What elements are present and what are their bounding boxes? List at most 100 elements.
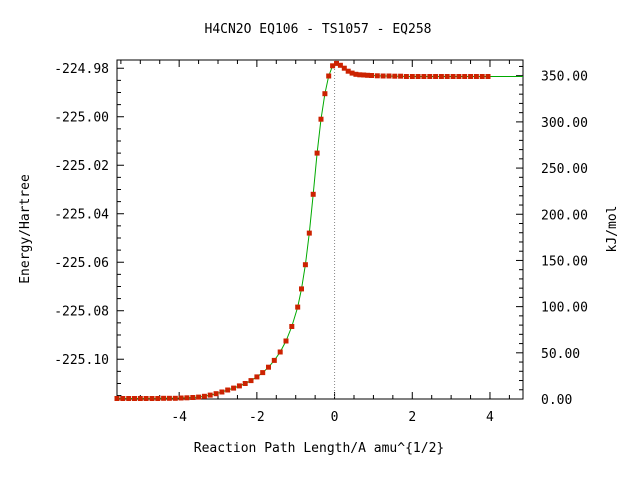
data-point [126, 396, 132, 401]
data-point [427, 74, 433, 79]
data-point [438, 74, 444, 79]
data-point [283, 338, 289, 344]
y-right-tick-label: 50.00 [541, 347, 580, 362]
data-point [345, 68, 351, 74]
data-point [353, 71, 359, 77]
data-point [386, 73, 392, 79]
data-point [132, 396, 137, 401]
data-point [361, 72, 367, 78]
data-point [334, 60, 339, 66]
y-right-tick-label: 200.00 [541, 208, 588, 223]
x-tick-label: 0 [331, 410, 339, 425]
data-point [161, 395, 167, 401]
data-point [398, 73, 404, 79]
data-point [310, 191, 316, 197]
data-point [380, 73, 386, 79]
plot-frame [116, 59, 524, 400]
data-points [114, 60, 491, 401]
data-point [433, 74, 439, 79]
y-left-tick-label: -225.06 [54, 256, 109, 271]
data-point [485, 74, 491, 79]
data-point [225, 387, 231, 393]
data-point [207, 392, 213, 398]
data-point [306, 230, 312, 236]
data-point [219, 389, 225, 395]
data-point [289, 324, 295, 329]
data-point [242, 381, 248, 386]
chart-title: H4CN2O EQ106 - TS1057 - EQ258 [205, 22, 432, 37]
data-point [322, 91, 328, 97]
data-point [295, 304, 301, 310]
data-point [326, 73, 332, 79]
y-right-tick-label: 150.00 [541, 254, 588, 269]
data-point [349, 70, 355, 76]
data-point [213, 391, 219, 397]
data-point [271, 357, 277, 363]
data-point [231, 385, 237, 391]
data-point [299, 286, 304, 292]
energy-curve [117, 62, 523, 399]
data-point [318, 116, 324, 122]
data-point [260, 370, 266, 376]
data-point [450, 74, 456, 79]
data-point [314, 150, 320, 156]
data-point [444, 74, 450, 79]
data-point [155, 396, 161, 401]
data-point [374, 73, 380, 79]
data-point [201, 393, 207, 399]
data-point [184, 395, 190, 401]
data-point [341, 65, 347, 71]
y-left-tick-label: -225.00 [54, 111, 109, 126]
data-point [302, 262, 308, 268]
y-left-tick-label: -225.08 [54, 305, 109, 320]
data-point [357, 72, 363, 78]
data-point [409, 74, 415, 79]
data-point [337, 62, 343, 68]
x-tick-label: 2 [408, 410, 416, 425]
y-right-tick-label: 0.00 [541, 393, 572, 408]
y-left-tick-labels: -224.98 -225.00 -225.02 -225.04 -225.06 -225.… [54, 62, 109, 368]
x-axis-label: Reaction Path Length/A amu^{1/2} [194, 441, 444, 456]
data-point [369, 73, 374, 78]
data-point [254, 374, 260, 380]
y-left-tick-label: -225.10 [54, 353, 109, 368]
y-right-tick-label: 250.00 [541, 162, 588, 177]
data-point [172, 395, 178, 401]
data-point [120, 396, 126, 401]
data-point [248, 378, 254, 384]
data-point [479, 74, 485, 79]
data-point [462, 74, 468, 79]
y-right-tick-label: 100.00 [541, 301, 588, 316]
data-point [143, 396, 149, 401]
data-point [236, 383, 242, 389]
data-point [149, 396, 155, 401]
y-left-axis-label: Energy/Hartree [18, 174, 33, 284]
y-right-tick-label: 300.00 [541, 116, 588, 131]
data-point [277, 349, 283, 355]
x-tick-labels: -4 -2 0 2 4 [171, 410, 494, 425]
axis-ticks [117, 60, 523, 400]
data-point [365, 72, 371, 78]
y-left-tick-label: -224.98 [54, 62, 109, 77]
data-point [266, 364, 271, 370]
data-point [403, 74, 409, 79]
data-point [415, 74, 421, 79]
data-point [473, 74, 479, 79]
y-right-tick-labels: 0.00 50.00 100.00 150.00 200.00 250.00 300.00 3… [541, 70, 588, 408]
data-point [468, 74, 474, 79]
data-point [178, 395, 184, 401]
data-point [330, 63, 336, 69]
x-tick-label: 4 [486, 410, 494, 425]
y-right-tick-label: 350.00 [541, 70, 588, 85]
y-left-tick-label: -225.04 [54, 208, 109, 223]
x-tick-label: -2 [249, 410, 265, 425]
data-point [166, 395, 172, 401]
data-point [114, 396, 120, 401]
y-right-axis-label: kJ/mol [605, 206, 620, 253]
data-point [392, 73, 398, 79]
data-point [456, 74, 462, 79]
data-point [137, 396, 143, 401]
x-tick-label: -4 [171, 410, 187, 425]
y-left-tick-label: -225.02 [54, 159, 109, 174]
